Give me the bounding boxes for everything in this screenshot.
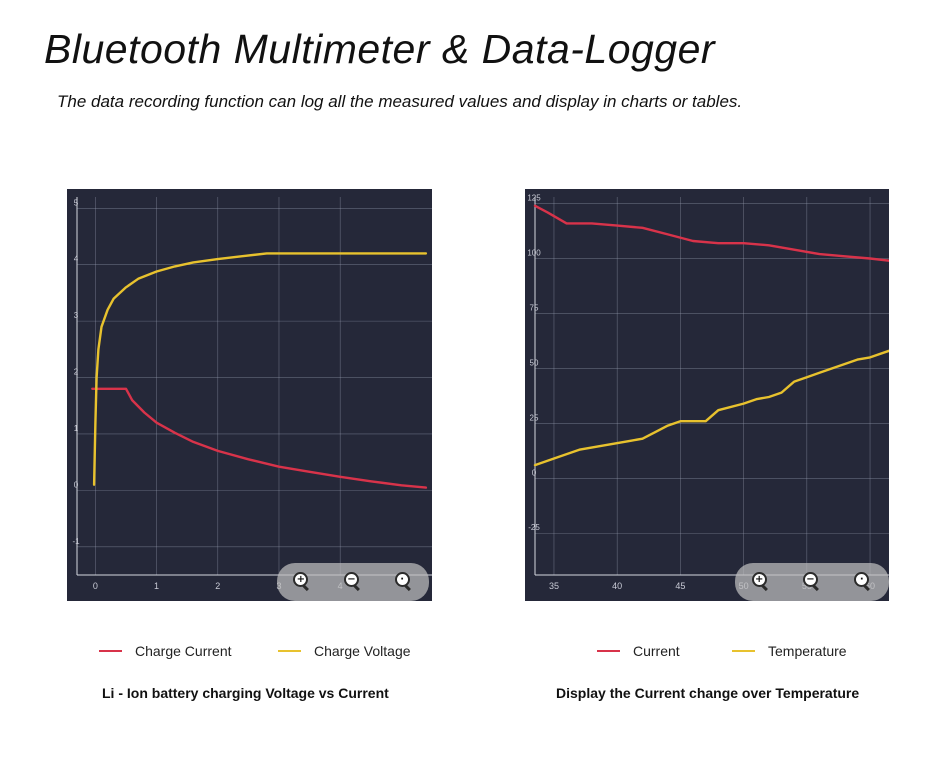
zoom-in-icon[interactable]: +	[291, 571, 313, 593]
legend-swatch-current	[597, 650, 620, 652]
legend-swatch-voltage	[278, 650, 301, 652]
y-tick-label: 3	[74, 311, 79, 320]
y-tick-label: 25	[530, 413, 539, 422]
y-tick-label: 125	[527, 194, 541, 203]
y-tick-label: 0	[74, 480, 79, 489]
chart-caption-left: Li - Ion battery charging Voltage vs Cur…	[102, 685, 389, 701]
y-tick-label: 75	[530, 303, 539, 312]
legend-label: Charge Voltage	[314, 643, 411, 659]
x-tick-label: 45	[675, 581, 685, 591]
zoom-toolbar: + − ·	[735, 563, 889, 601]
y-tick-label: 50	[530, 358, 539, 367]
zoom-reset-icon[interactable]: ·	[852, 571, 874, 593]
page-subtitle: The data recording function can log all …	[57, 92, 743, 111]
zoom-in-icon[interactable]: +	[750, 571, 772, 593]
legend-label: Temperature	[768, 643, 847, 659]
zoom-out-icon[interactable]: −	[342, 571, 364, 593]
series-line-charge-current	[91, 387, 428, 489]
zoom-reset-icon[interactable]: ·	[393, 571, 415, 593]
legend-swatch-current	[99, 650, 122, 652]
y-tick-label: 1	[74, 424, 79, 433]
x-tick-label: 0	[93, 581, 98, 591]
series-line-current	[533, 204, 889, 262]
y-tick-label: 4	[74, 255, 79, 264]
y-tick-label: 2	[74, 368, 79, 377]
y-tick-label: 0	[532, 468, 537, 477]
y-tick-label: -1	[72, 537, 80, 546]
zoom-out-icon[interactable]: −	[801, 571, 823, 593]
x-tick-label: 40	[612, 581, 622, 591]
zoom-toolbar: + − ·	[277, 563, 429, 601]
page-title: Bluetooth Multimeter & Data-Logger	[44, 26, 716, 72]
chart-caption-right: Display the Current change over Temperat…	[556, 685, 860, 701]
y-tick-label: 5	[74, 198, 79, 207]
legend-item-charge-current: Charge Current	[99, 643, 232, 659]
legend-item-temperature: Temperature	[732, 643, 847, 659]
x-tick-label: 1	[154, 581, 159, 591]
x-tick-label: 2	[215, 581, 220, 591]
series-line-temperature	[533, 349, 889, 467]
legend-label: Current	[633, 643, 680, 659]
legend-item-charge-voltage: Charge Voltage	[278, 643, 411, 659]
y-tick-label: 100	[527, 249, 541, 258]
legend-label: Charge Current	[135, 643, 232, 659]
series-line-charge-voltage	[92, 252, 428, 486]
x-tick-label: 35	[549, 581, 559, 591]
y-tick-label: -25	[528, 523, 540, 532]
legend-item-current: Current	[597, 643, 680, 659]
legend-swatch-temperature	[732, 650, 755, 652]
